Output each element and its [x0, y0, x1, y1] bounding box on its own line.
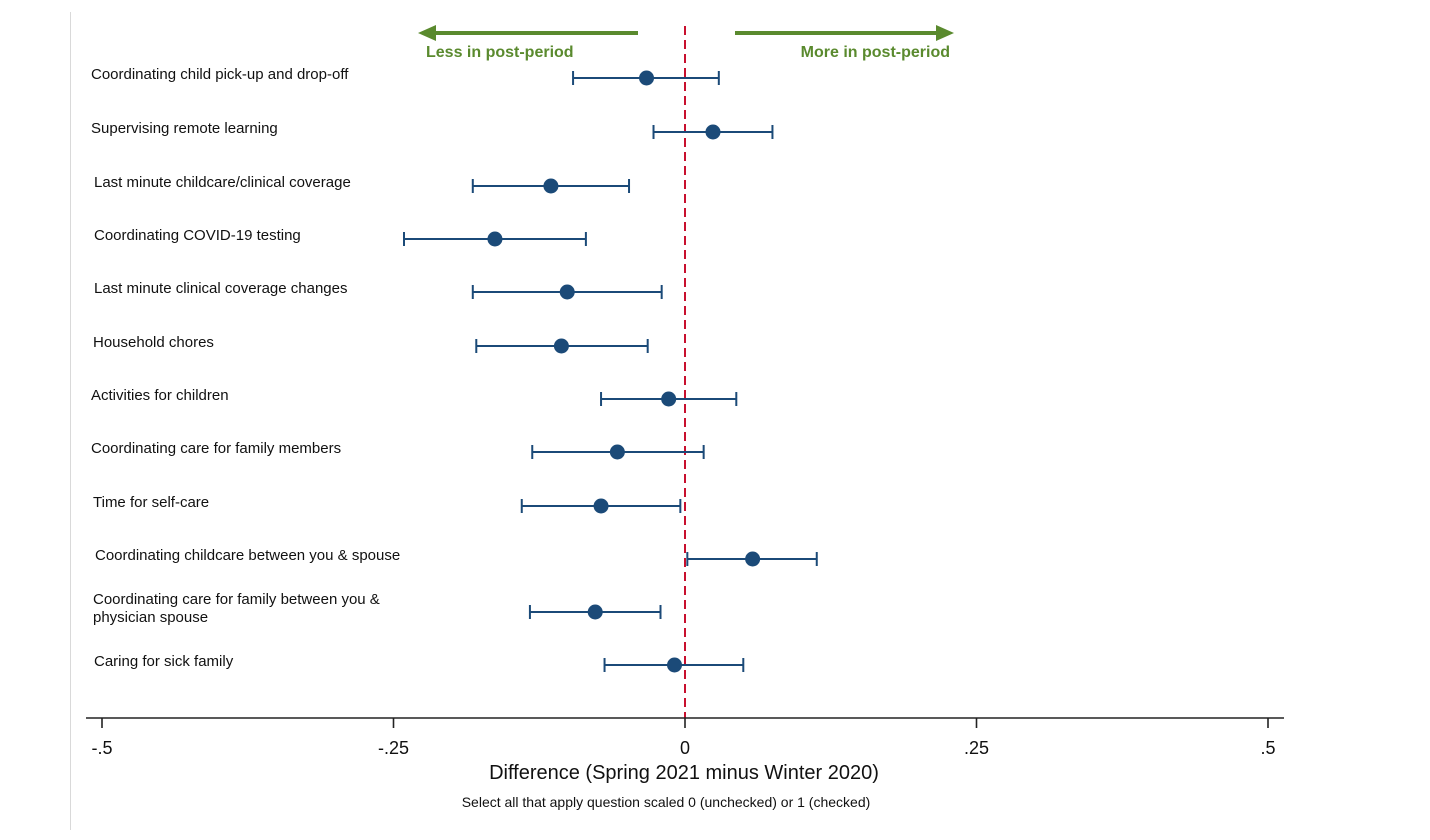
category-label: Coordinating care for family members [91, 440, 341, 457]
estimate-row: Supervising remote learning [91, 120, 774, 140]
left-arrow-icon [418, 25, 436, 41]
category-label: Household chores [93, 334, 214, 351]
estimate-row: Activities for children [91, 387, 738, 407]
point-estimate [667, 657, 683, 673]
point-estimate [661, 391, 677, 407]
estimate-row: Coordinating childcare between you & spo… [95, 547, 818, 567]
point-estimate [487, 231, 503, 247]
estimate-row: Time for self-care [93, 494, 682, 514]
category-label: Activities for children [91, 387, 229, 404]
estimate-row: Coordinating child pick-up and drop-off [91, 66, 720, 86]
category-label: Time for self-care [93, 494, 209, 511]
x-tick-label: .5 [1260, 738, 1275, 758]
right-arrow-icon [936, 25, 954, 41]
category-label: Last minute childcare/clinical coverage [94, 174, 351, 191]
point-estimate [705, 124, 721, 140]
point-estimate [745, 551, 761, 567]
point-estimate [609, 444, 625, 460]
point-estimate [553, 338, 569, 354]
category-label: Coordinating childcare between you & spo… [95, 547, 400, 564]
estimate-row: Coordinating COVID-19 testing [94, 227, 587, 247]
category-label: Coordinating child pick-up and drop-off [91, 66, 349, 83]
x-axis-title: Difference (Spring 2021 minus Winter 202… [489, 762, 879, 784]
category-label: Coordinating care for family between you… [93, 591, 380, 626]
point-estimate [593, 498, 609, 514]
estimate-row: Coordinating care for family between you… [93, 591, 662, 626]
x-tick-label: -.25 [378, 738, 409, 758]
category-label: Caring for sick family [94, 653, 234, 670]
more-in-post-period-label: More in post-period [801, 44, 950, 61]
point-estimate [559, 284, 575, 300]
x-tick-label: .25 [964, 738, 989, 758]
category-label: Coordinating COVID-19 testing [94, 227, 301, 244]
estimate-row: Last minute childcare/clinical coverage [94, 174, 631, 194]
category-label: Last minute clinical coverage changes [94, 280, 347, 297]
estimate-row: Coordinating care for family members [91, 440, 705, 460]
less-in-post-period-label: Less in post-period [426, 44, 574, 61]
estimate-row: Last minute clinical coverage changes [94, 280, 663, 300]
page-left-border [70, 12, 71, 830]
point-estimate [543, 178, 559, 194]
estimate-row: Household chores [93, 334, 649, 354]
x-tick-label: 0 [680, 738, 690, 758]
category-label: Supervising remote learning [91, 120, 278, 137]
point-estimate [587, 604, 603, 620]
point-estimate [639, 70, 655, 86]
x-tick-label: -.5 [91, 738, 112, 758]
estimate-row: Caring for sick family [94, 653, 745, 673]
x-axis-note: Select all that apply question scaled 0 … [462, 794, 871, 810]
